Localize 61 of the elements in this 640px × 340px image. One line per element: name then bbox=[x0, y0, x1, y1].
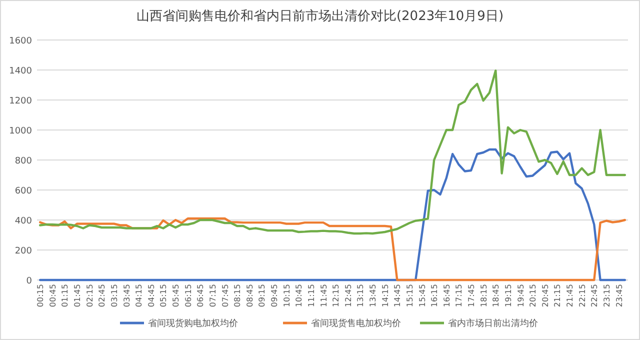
x-tick-label: 14:15 bbox=[380, 284, 390, 308]
x-tick-label: 00:45 bbox=[48, 284, 58, 308]
x-tick-label: 18:45 bbox=[492, 284, 501, 308]
x-tick-label: 05:45 bbox=[172, 284, 181, 308]
x-tick-label: 01:45 bbox=[73, 284, 82, 308]
x-tick-label: 11:45 bbox=[319, 284, 328, 308]
x-tick-label: 23:15 bbox=[602, 284, 612, 308]
x-tick-label: 06:45 bbox=[196, 284, 206, 308]
x-tick-label: 23:45 bbox=[614, 284, 624, 308]
y-tick-label: 600 bbox=[14, 186, 32, 196]
x-tick-label: 03:15 bbox=[110, 284, 119, 308]
x-tick-label: 21:45 bbox=[566, 284, 575, 308]
x-tick-label: 10:45 bbox=[294, 284, 304, 308]
x-tick-label: 03:45 bbox=[122, 284, 132, 308]
x-tick-label: 08:15 bbox=[233, 284, 242, 308]
x-tick-label: 02:45 bbox=[98, 284, 107, 308]
legend-label: 省间现货售电加权均价 bbox=[311, 318, 401, 329]
x-tick-label: 09:15 bbox=[258, 284, 267, 308]
x-tick-label: 09:45 bbox=[270, 284, 280, 308]
x-tick-label: 12:45 bbox=[344, 284, 353, 308]
x-tick-label: 15:15 bbox=[405, 284, 414, 308]
x-tick-label: 01:15 bbox=[60, 284, 70, 308]
x-tick-label: 12:15 bbox=[332, 284, 341, 308]
x-tick-label: 19:15 bbox=[504, 284, 513, 308]
y-tick-label: 1200 bbox=[9, 96, 32, 106]
x-tick-label: 00:15 bbox=[36, 284, 46, 308]
x-tick-label: 16:45 bbox=[442, 284, 452, 308]
y-tick-label: 1600 bbox=[9, 36, 32, 46]
x-tick-label: 17:45 bbox=[467, 284, 476, 308]
x-tick-label: 17:15 bbox=[454, 284, 464, 308]
x-tick-label: 21:15 bbox=[553, 284, 562, 308]
x-tick-label: 04:15 bbox=[134, 284, 144, 308]
x-tick-label: 07:45 bbox=[220, 284, 230, 308]
x-tick-label: 14:45 bbox=[393, 284, 402, 308]
y-tick-label: 0 bbox=[26, 276, 32, 286]
x-tick-label: 05:15 bbox=[159, 284, 168, 308]
y-tick-label: 1000 bbox=[9, 126, 32, 136]
x-tick-label: 22:15 bbox=[578, 284, 587, 308]
x-tick-label: 13:45 bbox=[368, 284, 378, 308]
x-tick-label: 06:15 bbox=[184, 284, 193, 308]
y-tick-label: 400 bbox=[14, 216, 32, 226]
x-tick-label: 19:45 bbox=[516, 284, 526, 308]
x-tick-label: 15:45 bbox=[418, 284, 427, 308]
x-tick-label: 20:45 bbox=[540, 284, 550, 308]
x-tick-label: 11:15 bbox=[306, 284, 316, 308]
x-tick-label: 07:15 bbox=[208, 284, 218, 308]
y-tick-label: 200 bbox=[14, 246, 32, 256]
x-tick-label: 10:15 bbox=[282, 284, 292, 308]
legend-label: 省内市场日前出清均价 bbox=[448, 318, 538, 329]
x-tick-label: 04:45 bbox=[146, 284, 156, 308]
x-tick-label: 08:45 bbox=[245, 284, 254, 308]
title: 山西省间购售电价和省内日前市场出清价对比(2023年10月9日) bbox=[136, 9, 504, 24]
x-tick-label: 22:45 bbox=[590, 284, 600, 308]
x-tick-label: 20:15 bbox=[528, 284, 538, 308]
x-tick-label: 02:15 bbox=[85, 284, 94, 308]
y-tick-label: 800 bbox=[14, 156, 32, 166]
y-tick-label: 1400 bbox=[9, 66, 32, 76]
x-tick-label: 16:15 bbox=[430, 284, 440, 308]
x-tick-label: 13:15 bbox=[356, 284, 366, 308]
legend-label: 省间现货购电加权均价 bbox=[148, 318, 238, 329]
x-tick-label: 18:15 bbox=[479, 284, 488, 308]
